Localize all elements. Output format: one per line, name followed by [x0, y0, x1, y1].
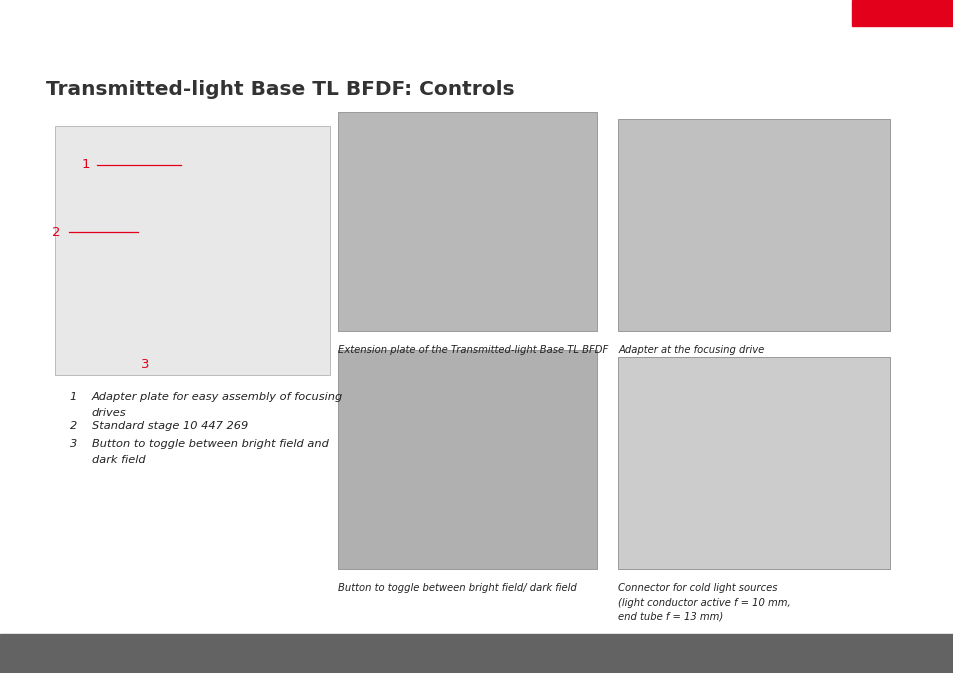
Bar: [337, 350, 597, 569]
Text: 3: 3: [70, 439, 77, 449]
Bar: [55, 126, 330, 375]
Text: Manual: Manual: [453, 647, 500, 660]
Text: 78: 78: [905, 647, 922, 660]
Text: Extension plate of the Transmitted-light Base TL BFDF: Extension plate of the Transmitted-light…: [337, 345, 607, 355]
Text: 2: 2: [51, 225, 60, 239]
Text: dark field: dark field: [91, 455, 145, 465]
Text: (light conductor active f = 10 mm,: (light conductor active f = 10 mm,: [618, 598, 790, 608]
Text: Adapter plate for easy assembly of focusing: Adapter plate for easy assembly of focus…: [91, 392, 342, 402]
Text: 2: 2: [70, 421, 77, 431]
Bar: [618, 357, 889, 569]
Bar: [0, 634, 953, 673]
Bar: [337, 112, 597, 331]
Text: end tube f = 13 mm): end tube f = 13 mm): [618, 612, 722, 622]
Text: 3: 3: [141, 358, 150, 371]
Text: Transmitted-light Base TL BFDF: Controls: Transmitted-light Base TL BFDF: Controls: [46, 80, 514, 99]
Text: 1: 1: [70, 392, 77, 402]
Text: Adapter at the focusing drive: Adapter at the focusing drive: [618, 345, 763, 355]
Text: 1: 1: [81, 158, 90, 172]
Bar: [618, 119, 889, 331]
Text: Standard stage 10 447 269: Standard stage 10 447 269: [91, 421, 248, 431]
Text: Leica M series: Leica M series: [31, 647, 126, 660]
Text: Button to toggle between bright field/ dark field: Button to toggle between bright field/ d…: [337, 583, 576, 594]
Text: Connector for cold light sources: Connector for cold light sources: [618, 583, 777, 594]
Text: Button to toggle between bright field and: Button to toggle between bright field an…: [91, 439, 328, 449]
Text: drives: drives: [91, 408, 126, 418]
Bar: [851, 0, 953, 26]
